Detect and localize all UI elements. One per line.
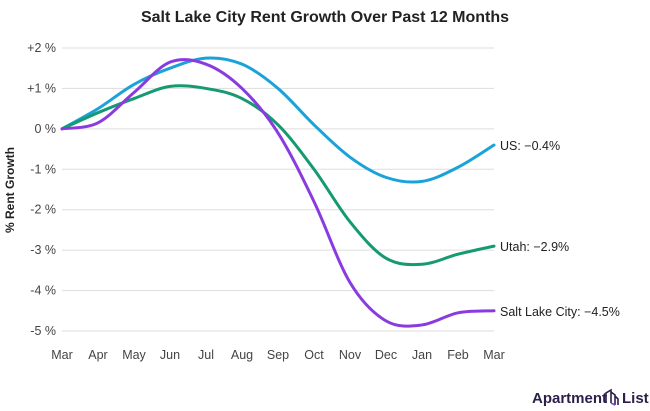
x-tick-label: Jun bbox=[160, 348, 180, 362]
apartment-list-logo: Apartment List bbox=[532, 388, 649, 407]
x-tick-label: Jan bbox=[412, 348, 432, 362]
y-tick-label: -2 % bbox=[30, 203, 56, 217]
y-tick-label: 0 % bbox=[34, 122, 56, 136]
x-tick-label: Nov bbox=[339, 348, 362, 362]
x-tick-label: Mar bbox=[483, 348, 505, 362]
logo-building-icon bbox=[605, 388, 619, 406]
series-line-utah bbox=[60, 84, 496, 267]
x-tick-label: Apr bbox=[88, 348, 107, 362]
series-line-us bbox=[60, 56, 496, 184]
x-tick-label: Mar bbox=[51, 348, 73, 362]
x-tick-label: Feb bbox=[447, 348, 469, 362]
y-tick-label: -3 % bbox=[30, 243, 56, 257]
y-tick-label: +1 % bbox=[27, 81, 56, 95]
y-tick-label: -1 % bbox=[30, 162, 56, 176]
x-tick-label: Dec bbox=[375, 348, 397, 362]
y-axis-label: % Rent Growth bbox=[3, 147, 17, 233]
y-tick-label: -5 % bbox=[30, 324, 56, 338]
x-tick-label: Jul bbox=[198, 348, 214, 362]
end-label: US: −0.4% bbox=[500, 139, 560, 153]
end-label: Salt Lake City: −4.5% bbox=[500, 305, 620, 319]
logo-text-right: List bbox=[622, 390, 649, 407]
x-tick-label: Oct bbox=[304, 348, 324, 362]
logo-text-left: Apartment bbox=[532, 390, 607, 407]
y-tick-label: -4 % bbox=[30, 284, 56, 298]
y-tick-label: +2 % bbox=[27, 41, 56, 55]
end-label: Utah: −2.9% bbox=[500, 240, 569, 254]
x-tick-label: Sep bbox=[267, 348, 289, 362]
x-tick-label: Aug bbox=[231, 348, 253, 362]
chart-title: Salt Lake City Rent Growth Over Past 12 … bbox=[141, 9, 509, 26]
series-line-salt-lake-city bbox=[60, 58, 496, 328]
x-tick-label: May bbox=[122, 348, 146, 362]
